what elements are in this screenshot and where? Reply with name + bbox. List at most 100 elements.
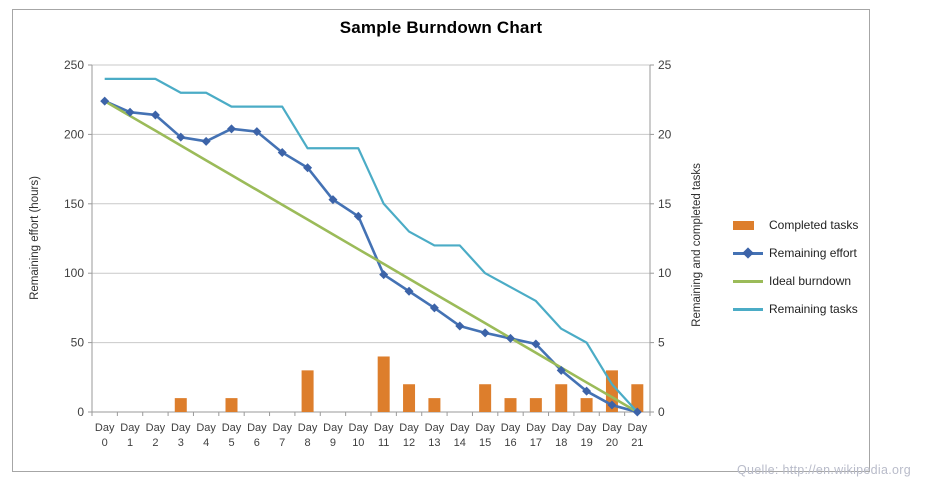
- x-axis-label: Day: [551, 422, 571, 434]
- x-axis-label: Day: [602, 422, 622, 434]
- remaining-effort-marker: [125, 107, 135, 117]
- chart-frame-border: [12, 9, 870, 472]
- x-axis-label: 1: [127, 437, 133, 449]
- remaining-tasks-swatch-icon: [733, 303, 765, 315]
- x-axis-label: 21: [631, 437, 643, 449]
- remaining-effort-marker: [607, 400, 617, 410]
- x-axis-label: Day: [425, 422, 445, 434]
- remaining-effort-marker: [582, 386, 592, 396]
- x-axis-label: 19: [580, 437, 592, 449]
- left-axis-tick-label: 100: [64, 266, 84, 280]
- x-axis-label: Day: [120, 422, 140, 434]
- remaining-effort-marker: [150, 110, 160, 120]
- remaining-effort-marker: [227, 124, 236, 134]
- ideal-burndown-swatch-icon: [733, 275, 765, 287]
- x-axis-label: Day: [475, 422, 495, 434]
- x-axis-label: 8: [305, 437, 311, 449]
- remaining-effort-marker: [506, 333, 515, 343]
- legend: Completed tasks Remaining effort Ideal b…: [733, 211, 858, 323]
- remaining-effort-marker: [632, 407, 642, 417]
- left-axis-tick-label: 150: [64, 197, 84, 211]
- remaining-effort-marker: [252, 127, 262, 137]
- x-axis-label: 16: [504, 437, 516, 449]
- right-axis-tick-label: 15: [658, 197, 672, 211]
- x-axis-label: 11: [378, 437, 389, 449]
- x-axis-label: 14: [454, 437, 466, 449]
- completed-tasks-bar: [529, 398, 542, 412]
- left-axis-tick-label: 250: [64, 58, 84, 72]
- remaining-effort-marker: [480, 328, 490, 338]
- legend-item-remaining-tasks: Remaining tasks: [733, 295, 858, 323]
- legend-label: Remaining tasks: [769, 302, 858, 316]
- remaining-effort-marker: [404, 286, 414, 296]
- completed-tasks-bar: [403, 384, 416, 412]
- x-axis-label: Day: [196, 422, 216, 434]
- legend-item-ideal-burndown: Ideal burndown: [733, 267, 858, 295]
- remaining-effort-marker: [277, 147, 287, 157]
- remaining-effort-marker: [176, 132, 186, 142]
- right-axis-tick-label: 5: [658, 336, 665, 350]
- x-axis-label: Day: [501, 422, 521, 434]
- left-axis-tick-label: 0: [77, 405, 84, 419]
- remaining-effort-marker: [303, 163, 313, 173]
- x-axis-label: 15: [479, 437, 491, 449]
- legend-label: Completed tasks: [769, 218, 859, 232]
- left-axis-title: Remaining effort (hours): [29, 176, 41, 300]
- x-axis-label: Day: [247, 422, 267, 434]
- x-axis-label: Day: [95, 422, 115, 434]
- remaining-tasks-line: [104, 77, 639, 413]
- completed-tasks-bar: [479, 384, 492, 412]
- chart-title: Sample Burndown Chart: [339, 18, 543, 37]
- completed-tasks-bar: [580, 398, 593, 412]
- x-axis-label: 4: [203, 437, 209, 449]
- x-axis-label: Day: [374, 422, 394, 434]
- x-axis-label: 0: [102, 437, 108, 449]
- x-axis-label: Day: [577, 422, 597, 434]
- right-axis-title: Remaining and completed tasks: [691, 163, 703, 327]
- remaining-effort-marker: [455, 321, 465, 331]
- completed-tasks-bar: [504, 398, 517, 412]
- x-axis-label: 18: [555, 437, 567, 449]
- completed-tasks-bar: [301, 370, 314, 412]
- remaining-effort-marker: [328, 195, 338, 205]
- x-axis-label: 20: [606, 437, 618, 449]
- x-axis-label: Day: [628, 422, 648, 434]
- legend-label: Ideal burndown: [769, 274, 852, 288]
- x-axis-label: 12: [403, 437, 415, 449]
- completed-tasks-bar: [377, 356, 390, 412]
- legend-item-completed-tasks: Completed tasks: [733, 211, 858, 239]
- completed-tasks-swatch-icon: [733, 219, 765, 231]
- x-axis-label: Day: [526, 422, 546, 434]
- x-axis-label: Day: [399, 422, 419, 434]
- remaining-effort-marker: [100, 96, 110, 106]
- completed-tasks-bar: [174, 398, 187, 412]
- remaining-effort-marker: [353, 211, 363, 221]
- remaining-effort-marker: [429, 303, 439, 313]
- x-axis-label: 17: [530, 437, 542, 449]
- x-axis-label: 3: [178, 437, 184, 449]
- legend-label: Remaining effort: [769, 246, 857, 260]
- right-axis-tick-label: 25: [658, 58, 672, 72]
- x-axis-label: Day: [272, 422, 292, 434]
- right-axis-tick-label: 10: [658, 266, 672, 280]
- x-axis-label: Day: [450, 422, 470, 434]
- completed-tasks-bar: [631, 384, 644, 412]
- x-axis-label: 7: [279, 437, 285, 449]
- ideal-burndown-line: [104, 99, 638, 414]
- x-axis-label: Day: [298, 422, 318, 434]
- x-axis-label: 9: [330, 437, 336, 449]
- legend-item-remaining-effort: Remaining effort: [733, 239, 858, 267]
- x-axis-label: Day: [146, 422, 166, 434]
- left-axis-tick-label: 200: [64, 127, 84, 141]
- right-axis-tick-label: 20: [658, 127, 672, 141]
- x-axis-label: 10: [352, 437, 364, 449]
- remaining-effort-marker: [201, 136, 211, 146]
- completed-tasks-bar: [555, 384, 568, 412]
- x-axis-label: 2: [152, 437, 158, 449]
- remaining-effort-marker: [556, 365, 566, 375]
- remaining-effort-marker: [379, 270, 389, 280]
- x-axis-label: Day: [222, 422, 242, 434]
- right-axis-tick-label: 0: [658, 405, 665, 419]
